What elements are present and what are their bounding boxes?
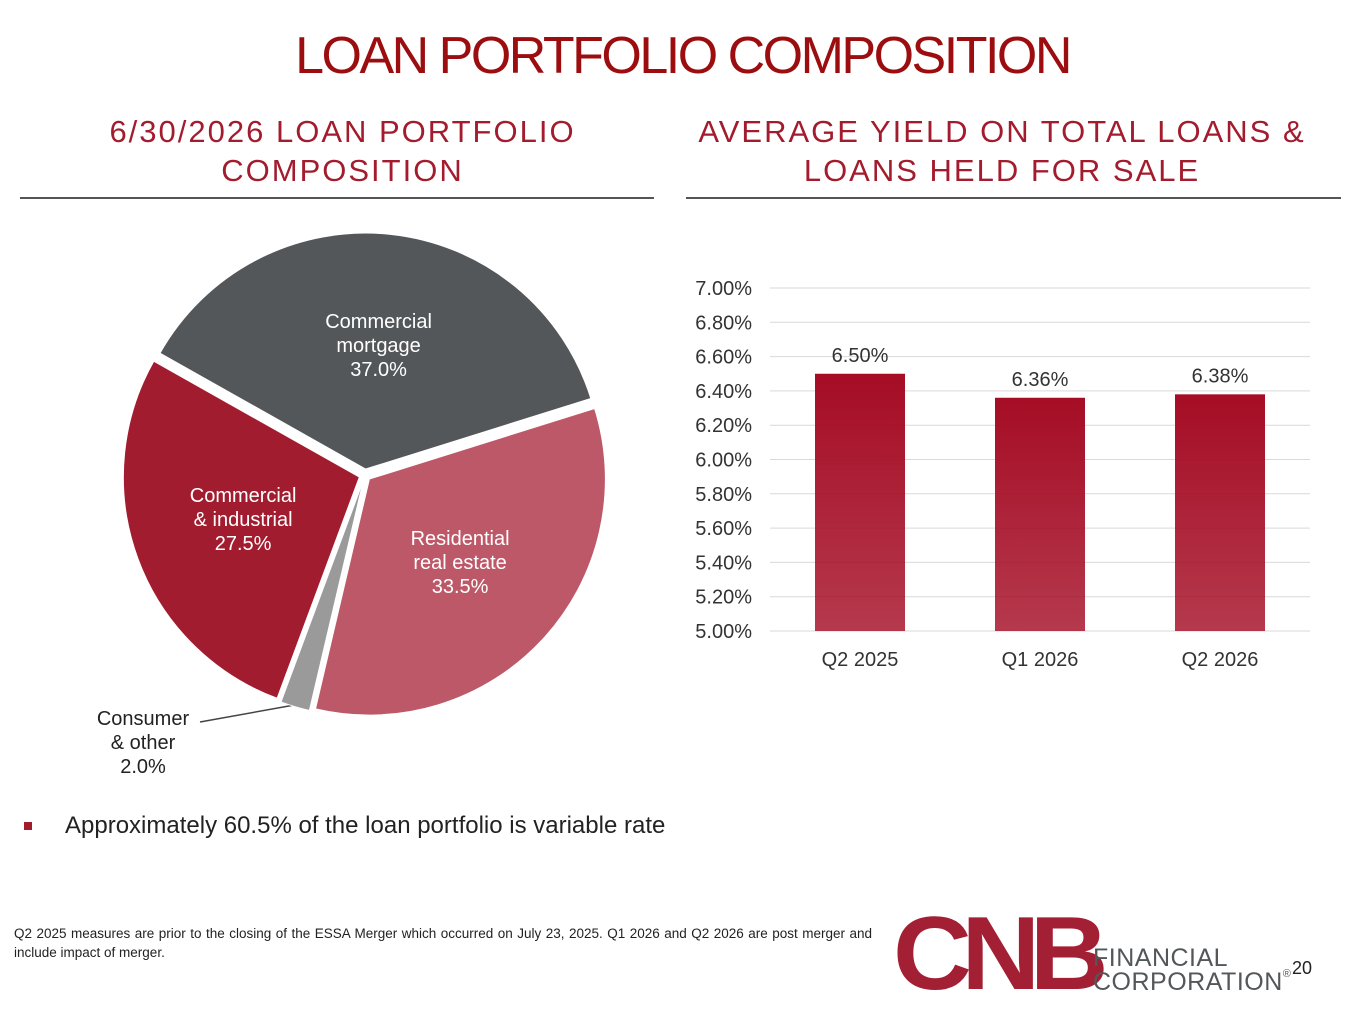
bar-title: AVERAGE YIELD ON TOTAL LOANS & LOANS HEL… bbox=[698, 114, 1306, 188]
bar bbox=[995, 397, 1085, 631]
x-tick-label: Q2 2026 bbox=[1182, 649, 1259, 671]
y-tick-label: 7.00% bbox=[695, 278, 752, 300]
pie-slice bbox=[122, 360, 360, 699]
bullet-marker bbox=[24, 822, 32, 830]
y-tick-label: 5.00% bbox=[695, 621, 752, 643]
pie-label-category: Commercial & industrial bbox=[189, 484, 297, 531]
data-label: 6.38% bbox=[1192, 365, 1249, 387]
logo-line: CORPORATION bbox=[1093, 968, 1283, 996]
pie-slice bbox=[280, 480, 364, 712]
y-tick-label: 5.60% bbox=[695, 518, 752, 540]
pie-slice bbox=[159, 232, 592, 470]
y-tick-label: 5.80% bbox=[695, 484, 752, 506]
x-tick-label: Q1 2026 bbox=[1002, 649, 1079, 671]
pie-title: 6/30/2026 LOAN PORTFOLIO COMPOSITION bbox=[109, 114, 576, 188]
logo-brand: CNB bbox=[893, 896, 1109, 1012]
pie-label: Residential real estate 33.5% bbox=[398, 527, 522, 599]
pie-label-value: 27.5% bbox=[214, 532, 272, 555]
pie-label-value: 33.5% bbox=[431, 576, 489, 599]
pie-label-value: 2.0% bbox=[120, 756, 166, 778]
bar bbox=[815, 373, 905, 631]
x-tick-label: Q2 2025 bbox=[822, 649, 899, 671]
bullet-text: Approximately 60.5% of the loan portfoli… bbox=[65, 812, 666, 839]
pie-label-value: 37.0% bbox=[350, 358, 407, 381]
footnote: Q2 2025 measures are prior to the closin… bbox=[14, 926, 872, 960]
leader-line bbox=[199, 703, 301, 723]
pie-label-category: Consumer & other bbox=[96, 708, 190, 754]
pie-label-category: Commercial mortgage bbox=[325, 310, 432, 357]
y-tick-label: 6.40% bbox=[695, 381, 752, 403]
y-tick-label: 6.60% bbox=[695, 347, 752, 369]
rule bbox=[20, 197, 654, 199]
charts: 5.00% 5.20% 5.40% 5.60% 5.80% 6.00% 6.20% 6.40%… bbox=[122, 232, 1310, 723]
pie-slice bbox=[314, 407, 606, 716]
y-tick-label: 6.00% bbox=[695, 450, 752, 472]
y-tick-label: 5.40% bbox=[695, 552, 752, 574]
pie-label: Commercial mortgage 37.0% bbox=[317, 310, 441, 382]
logo-mark: ® bbox=[1282, 968, 1292, 980]
pie-label-category: Residential real estate bbox=[410, 528, 510, 575]
page-number: 20 bbox=[1292, 958, 1313, 978]
pie-label: Commercial & industrial 27.5% bbox=[181, 484, 305, 556]
logo-line: FINANCIAL bbox=[1093, 944, 1229, 972]
data-label: 6.50% bbox=[832, 345, 889, 367]
logo-line: CORPORATION® bbox=[1093, 968, 1291, 997]
y-tick-label: 5.20% bbox=[695, 587, 752, 609]
pie-label: Consumer & other 2.0% bbox=[91, 707, 195, 779]
y-tick-label: 6.80% bbox=[695, 312, 752, 334]
rule bbox=[686, 197, 1341, 199]
y-tick-label: 6.20% bbox=[695, 415, 752, 437]
slide-title: LOAN PORTFOLIO COMPOSITION bbox=[295, 27, 1072, 85]
bar bbox=[1175, 394, 1265, 631]
data-label: 6.36% bbox=[1012, 369, 1069, 391]
